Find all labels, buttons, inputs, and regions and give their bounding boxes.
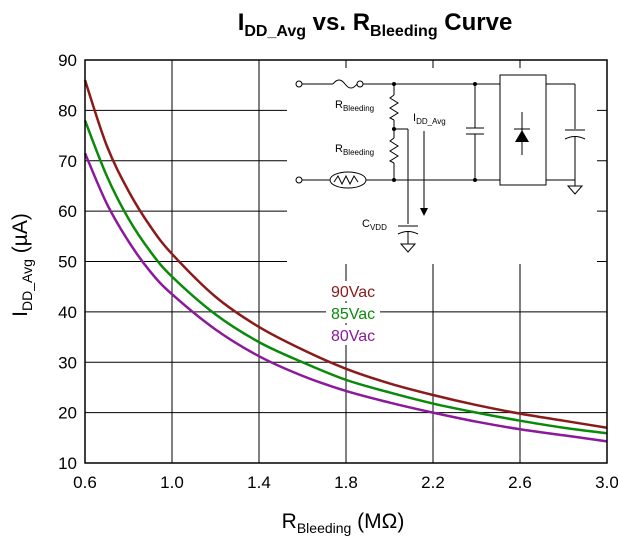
ground-symbol-2: [566, 185, 584, 195]
series-line-85Vac: [83, 119, 608, 435]
y-tick-label: 40: [58, 303, 77, 322]
x-tick-label: 1.8: [334, 473, 358, 492]
series-line-90Vac: [83, 79, 608, 429]
x-axis-label: RBleeding (MΩ): [282, 510, 405, 536]
fuse-symbol: [332, 79, 358, 89]
legend-label: 90Vac: [331, 284, 375, 301]
inset-label-cvdd: CVDD: [362, 218, 387, 232]
inset-label-r-bleeding-top: RBleeding: [335, 99, 374, 113]
y-tick-label: 50: [58, 253, 77, 272]
input-terminal-bottom: [295, 176, 303, 184]
plot-frame: [84, 59, 608, 464]
inset-label-idd-avg: IDD_Avg: [413, 112, 446, 126]
x-tick-label: 1.0: [160, 473, 184, 492]
x-tick-label: 2.6: [508, 473, 532, 492]
legend-bg: [326, 303, 380, 323]
x-tick-label: 3.0: [595, 473, 618, 492]
y-tick-label: 10: [58, 454, 77, 473]
legend-label: 80Vac: [331, 328, 375, 345]
legend-label: 85Vac: [331, 306, 375, 323]
legend-bg: [326, 325, 380, 345]
series-lines: [83, 79, 608, 443]
y-tick-label: 80: [58, 101, 77, 120]
inset-background: [287, 68, 597, 264]
y-tick-label: 20: [58, 404, 77, 423]
legend: 90Vac 85Vac 80Vac: [326, 281, 380, 345]
ground-symbol-1: [399, 243, 417, 253]
bridge-rectifier: [499, 74, 547, 186]
tick-labels: 0.6 1.0 1.4 1.8 2.2 2.6 3.0 10 20 30 40 50 60 70 80 90: [58, 51, 618, 492]
y-tick-label: 30: [58, 353, 77, 372]
x-tick-label: 2.2: [421, 473, 445, 492]
legend-bg: [326, 281, 380, 301]
series-line-80Vac: [83, 152, 608, 443]
diode-symbol: [515, 130, 529, 142]
circuit-inset: RBleeding RBleeding IDD_Avg CVDD: [287, 68, 597, 264]
x-tick-label: 1.4: [247, 473, 271, 492]
y-tick-label: 70: [58, 152, 77, 171]
bleeding-resistor-bottom: [388, 137, 399, 164]
x-tick-label: 0.6: [73, 473, 97, 492]
inset-label-r-bleeding-bottom: RBleeding: [335, 143, 374, 157]
input-terminal-top: [295, 80, 303, 88]
y-tick-label: 60: [58, 202, 77, 221]
chart-title: IDD_Avg vs. RBleeding Curve: [238, 9, 513, 40]
bleeding-resistor-top: [388, 94, 399, 121]
y-axis-label: IDD_Avg (µA): [9, 213, 35, 317]
y-tick-label: 90: [58, 51, 77, 70]
